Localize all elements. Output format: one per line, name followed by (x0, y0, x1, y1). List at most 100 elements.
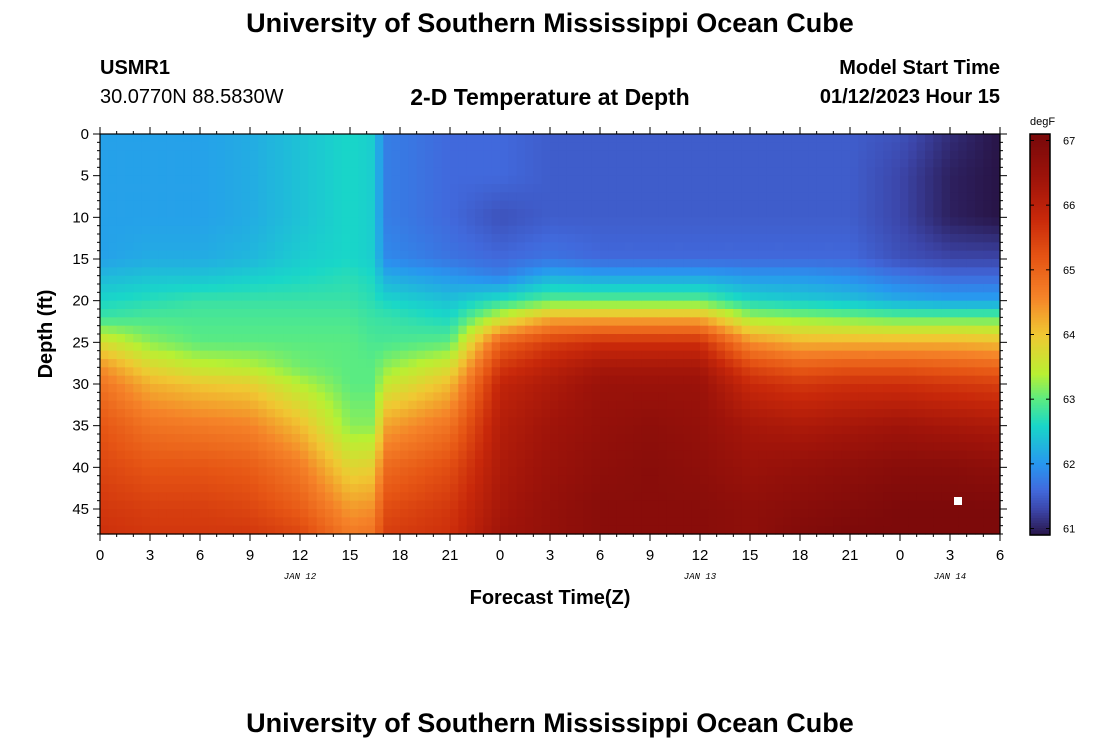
heatmap-cell (108, 359, 118, 368)
heatmap-cell (591, 234, 601, 243)
heatmap-cell (950, 475, 959, 485)
heatmap-cell (191, 175, 201, 185)
heatmap-cell (716, 292, 726, 302)
heatmap-cell (258, 467, 268, 477)
heatmap-cell (291, 342, 301, 352)
heatmap-cell (158, 334, 168, 343)
heatmap-cell (891, 242, 901, 252)
heatmap-cell (850, 350, 859, 360)
heatmap-cell (141, 400, 151, 410)
heatmap-cell (941, 217, 951, 227)
heatmap-cell (241, 325, 251, 335)
heatmap-cell (666, 375, 676, 385)
heatmap-cell (283, 175, 293, 185)
heatmap-cell (541, 300, 551, 310)
heatmap-cell (283, 367, 293, 377)
heatmap-cell (591, 200, 601, 210)
heatmap-cell (583, 159, 593, 168)
heatmap-cell (816, 217, 826, 227)
heatmap-cell (458, 209, 468, 218)
heatmap-cell (208, 425, 218, 435)
heatmap-cell (425, 492, 434, 502)
heatmap-cell (166, 275, 176, 285)
heatmap-cell (116, 234, 126, 243)
heatmap-cell (816, 200, 826, 210)
heatmap-cell (125, 467, 134, 477)
heatmap-cell (741, 292, 751, 302)
heatmap-cell (416, 425, 426, 435)
heatmap-cell (441, 500, 451, 510)
heatmap-cell (616, 167, 626, 177)
heatmap-cell (825, 234, 834, 243)
heatmap-cell (350, 167, 359, 177)
heatmap-cell (458, 392, 468, 402)
heatmap-cell (816, 175, 826, 185)
heatmap-cell (325, 425, 334, 435)
heatmap-cell (241, 417, 251, 427)
heatmap-cell (316, 442, 326, 452)
heatmap-cell (300, 275, 309, 285)
heatmap-cell (941, 250, 951, 260)
heatmap-cell (141, 342, 151, 352)
heatmap-cell (933, 334, 943, 343)
heatmap-cell (658, 442, 668, 452)
heatmap-cell (466, 375, 476, 385)
heatmap-cell (908, 442, 918, 452)
heatmap-cell (425, 434, 434, 443)
heatmap-cell (925, 234, 934, 243)
heatmap-cell (141, 325, 151, 335)
heatmap-cell (925, 209, 934, 218)
heatmap-cell (575, 175, 584, 185)
heatmap-cell (633, 450, 643, 460)
heatmap-cell (466, 475, 476, 485)
heatmap-cell (191, 434, 201, 443)
heatmap-cell (333, 359, 343, 368)
heatmap-cell (666, 134, 676, 143)
heatmap-cell (208, 467, 218, 477)
heatmap-cell (566, 200, 576, 210)
heatmap-cell (133, 142, 143, 152)
heatmap-cell (416, 492, 426, 502)
heatmap-cell (325, 359, 334, 368)
heatmap-cell (775, 475, 784, 485)
heatmap-cell (208, 475, 218, 485)
heatmap-cell (858, 159, 868, 168)
heatmap-cell (575, 525, 584, 535)
heatmap-cell (816, 359, 826, 368)
heatmap-cell (908, 350, 918, 360)
heatmap-cell (758, 359, 768, 368)
heatmap-cell (566, 284, 576, 293)
heatmap-cell (233, 359, 243, 368)
heatmap-cell (783, 234, 793, 243)
heatmap-cell (916, 167, 926, 177)
heatmap-cell (541, 250, 551, 260)
heatmap-cell (291, 450, 301, 460)
heatmap-cell (875, 434, 884, 443)
heatmap-cell (391, 350, 401, 360)
heatmap-cell (225, 409, 234, 418)
heatmap-cell (841, 159, 851, 168)
heatmap-cell (200, 150, 209, 160)
heatmap-cell (166, 434, 176, 443)
heatmap-cell (625, 217, 634, 227)
heatmap-cell (150, 342, 159, 352)
heatmap-cell (566, 234, 576, 243)
heatmap-cell (466, 384, 476, 393)
heatmap-cell (283, 525, 293, 535)
heatmap-cell (475, 134, 484, 143)
heatmap-cell (625, 209, 634, 218)
heatmap-cell (300, 300, 309, 310)
heatmap-cell (691, 475, 701, 485)
heatmap-cell (200, 325, 209, 335)
heatmap-cell (416, 509, 426, 518)
heatmap-cell (283, 375, 293, 385)
heatmap-cell (391, 309, 401, 318)
heatmap-cell (616, 342, 626, 352)
heatmap-cell (883, 150, 893, 160)
heatmap-cell (350, 309, 359, 318)
heatmap-cell (400, 509, 409, 518)
heatmap-cell (591, 425, 601, 435)
heatmap-cell (625, 492, 634, 502)
heatmap-cell (458, 350, 468, 360)
heatmap-cell (258, 392, 268, 402)
